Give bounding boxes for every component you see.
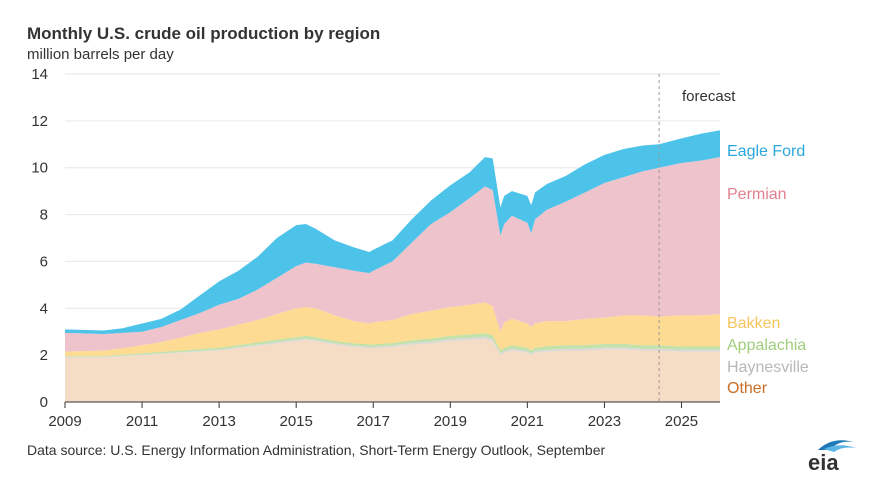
area-other [65, 338, 720, 402]
series-label-eagle-ford: Eagle Ford [727, 143, 805, 160]
eia-logo-swoosh-icon [818, 440, 854, 450]
series-label-other: Other [727, 380, 768, 397]
eia-logo-text: eia [808, 450, 839, 474]
eia-logo-swoosh-icon-2 [824, 445, 856, 452]
y-tick-label: 0 [40, 394, 48, 411]
series-label-appalachia: Appalachia [727, 337, 806, 354]
series-labels: Other Haynesville Appalachia Bakken Permian E… [727, 143, 809, 397]
chart-subtitle: million barrels per day [27, 46, 174, 63]
x-tick-label: 2017 [357, 413, 390, 430]
y-tick-label: 6 [40, 253, 48, 270]
forecast-label: forecast [682, 88, 736, 105]
y-tick-label: 12 [31, 113, 48, 130]
x-tick-label: 2025 [665, 413, 698, 430]
area-haynesville [65, 336, 720, 358]
y-tick-label: 14 [31, 66, 48, 83]
area-appalachia [65, 333, 720, 357]
x-tick-label: 2021 [511, 413, 544, 430]
y-tick-label: 10 [31, 160, 48, 177]
x-tick-label: 2009 [48, 413, 81, 430]
area-eagle-ford [65, 130, 720, 335]
x-tick-label: 2019 [434, 413, 467, 430]
x-tick-label: 2013 [202, 413, 235, 430]
axes: 2009 2011 2013 2015 2017 2019 2021 2023 2025 [48, 401, 720, 430]
area-bakken [65, 302, 720, 357]
area-permian [65, 157, 720, 352]
forecast-marker: forecast [658, 74, 736, 402]
x-tick-label: 2011 [126, 413, 158, 430]
y-tick-label: 8 [40, 207, 48, 224]
series-label-bakken: Bakken [727, 315, 780, 332]
x-tick-label: 2023 [588, 413, 621, 430]
x-tick-label: 2015 [279, 413, 312, 430]
source-note: Data source: U.S. Energy Information Adm… [27, 442, 606, 458]
chart-title: Monthly U.S. crude oil production by reg… [27, 24, 381, 43]
y-tick-label: 2 [40, 347, 48, 364]
eia-logo: eia [808, 440, 856, 474]
y-tick-label: 4 [40, 300, 48, 317]
series-label-haynesville: Haynesville [727, 359, 809, 376]
series-label-permian: Permian [727, 186, 787, 203]
area-series [65, 130, 720, 402]
